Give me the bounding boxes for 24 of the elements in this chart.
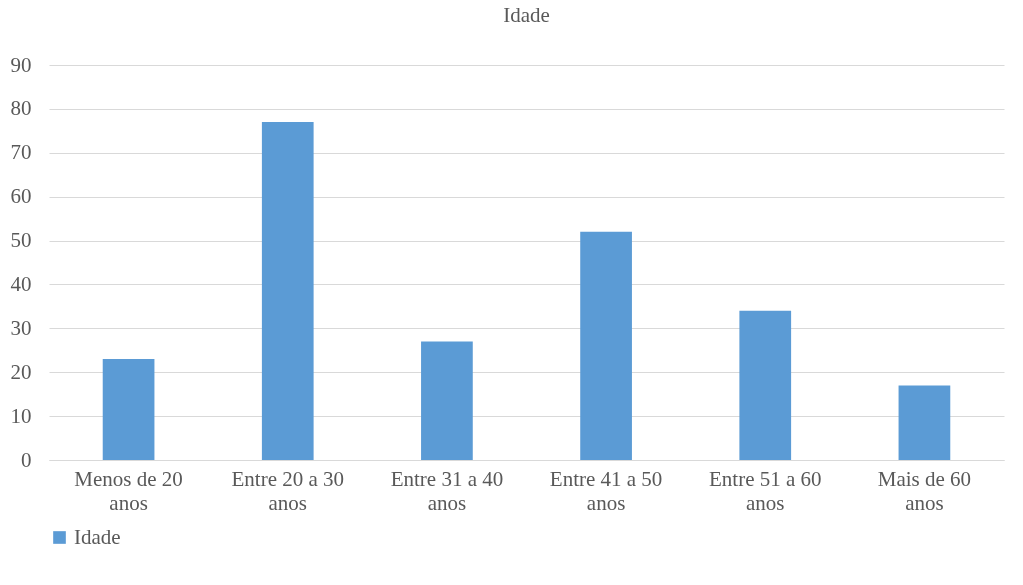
y-tick-label: 30 (10, 315, 32, 340)
legend-label: Idade (74, 524, 121, 549)
y-tick-label: 40 (10, 271, 32, 296)
x-tick-label: Entre 20 a 30 anos (231, 466, 345, 515)
bar (102, 359, 155, 460)
x-tick-label: Mais de 60 anos (877, 466, 972, 515)
x-tick-label: Entre 41 a 50 anos (549, 466, 663, 515)
bar (739, 310, 792, 460)
y-tick-label: 0 (21, 447, 32, 472)
x-tick-label: Entre 51 a 60 anos (708, 466, 822, 515)
y-tick-label: 10 (10, 403, 32, 428)
y-tick-label: 50 (10, 228, 32, 253)
bar (580, 231, 632, 460)
x-tick-label: Menos de 20 anos (74, 466, 183, 515)
bar (261, 122, 314, 460)
y-tick-label: 70 (10, 140, 32, 165)
bar (421, 341, 473, 460)
x-tick-label: Entre 31 a 40 anos (390, 466, 504, 515)
y-tick-label: 90 (10, 52, 32, 77)
bar (898, 385, 951, 460)
y-tick-label: 60 (10, 184, 32, 209)
y-tick-label: 20 (10, 359, 32, 384)
y-tick-label: 80 (10, 96, 32, 121)
chart-title: Idade (503, 3, 550, 27)
